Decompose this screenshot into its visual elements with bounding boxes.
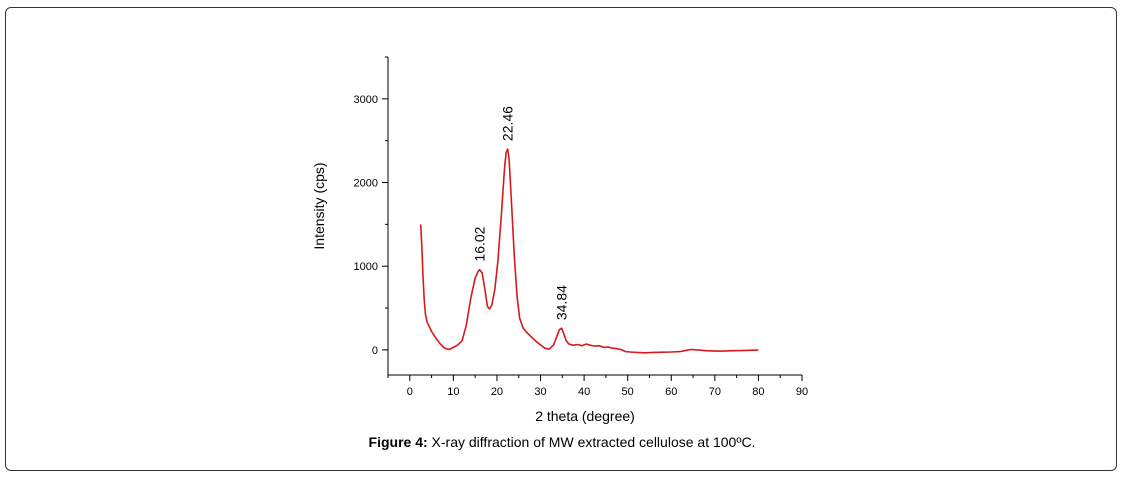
caption-prefix: Figure 4: [368,434,428,450]
figure-caption: Figure 4: X-ray diffraction of MW extrac… [0,434,1124,450]
x-tick-label: 40 [578,386,590,398]
x-tick-label: 70 [709,386,721,398]
peak-label: 34.84 [554,285,570,320]
y-tick-label: 2000 [354,178,378,190]
y-tick-label: 1000 [354,261,378,273]
peak-label: 22.46 [500,106,516,141]
x-tick-label: 30 [534,386,546,398]
x-tick-label: 50 [622,386,634,398]
x-tick-label: 0 [407,386,413,398]
caption-text: X-ray diffraction of MW extracted cellul… [427,434,756,450]
x-tick-label: 60 [665,386,677,398]
x-tick-label: 80 [752,386,764,398]
x-axis-label: 2 theta (degree) [535,408,635,424]
xrd-chart: 0 10 20 30 40 50 60 70 80 90 0 1000 2000 3000 2 theta … [311,56,808,424]
x-tick-label: 20 [491,386,503,398]
figure-frame [5,7,1117,471]
x-tick-label: 90 [796,386,808,398]
series-line [419,148,759,354]
x-tick-label: 10 [447,386,459,398]
y-axis-label: Intensity (cps) [311,162,327,249]
y-tick-label: 0 [372,345,378,357]
peak-label: 16.02 [472,226,488,261]
y-tick-label: 3000 [354,94,378,106]
